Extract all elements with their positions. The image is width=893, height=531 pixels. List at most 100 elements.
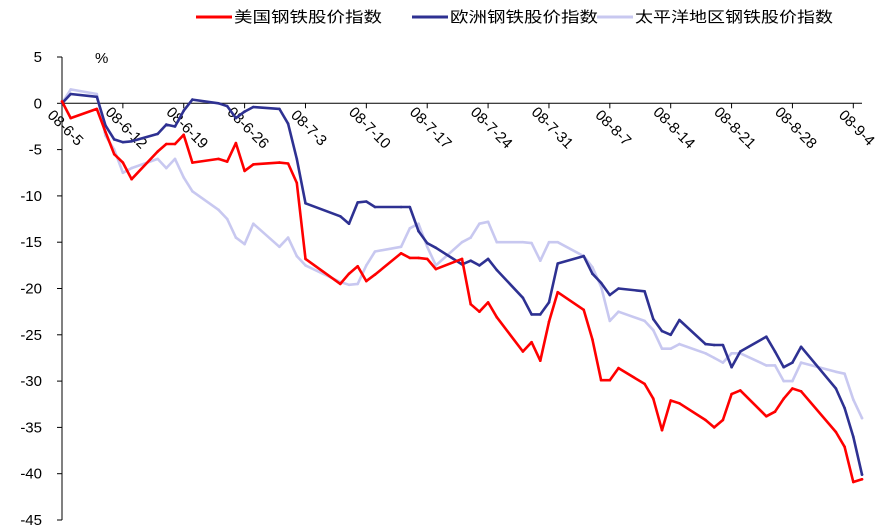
y-axis: 5 0 -5 -10 -15 -20 -25 -30 -35 -40 -45 xyxy=(20,49,63,529)
data-point xyxy=(417,222,420,225)
data-point xyxy=(339,282,342,286)
data-point xyxy=(365,279,368,283)
data-point xyxy=(521,240,525,244)
data-point xyxy=(556,240,559,244)
data-point xyxy=(721,418,725,422)
data-point xyxy=(617,310,620,314)
x-tick-label: 08-8-7 xyxy=(592,107,635,150)
y-tick-label: -30 xyxy=(20,373,42,390)
data-point xyxy=(652,328,655,332)
x-tick-label: 08-9-4 xyxy=(835,107,878,150)
data-point xyxy=(791,361,794,364)
data-point xyxy=(191,161,194,164)
data-point xyxy=(286,236,290,239)
y-tick-label: 0 xyxy=(34,95,42,112)
data-point xyxy=(478,310,481,314)
data-point xyxy=(130,140,133,143)
data-point xyxy=(582,308,585,312)
data-point xyxy=(121,171,125,175)
x-tick-label: 08-7-10 xyxy=(345,104,394,153)
data-point xyxy=(678,342,681,346)
y-tick-label: -20 xyxy=(20,281,42,298)
data-point xyxy=(347,283,351,287)
unit-label: % xyxy=(95,50,108,67)
x-tick-label: 08-8-28 xyxy=(771,104,820,153)
data-point xyxy=(417,229,420,233)
data-point xyxy=(373,273,377,276)
data-point xyxy=(295,181,299,185)
data-point xyxy=(582,254,585,258)
data-point xyxy=(486,257,490,261)
legend-label: 美国钢铁股价指数 xyxy=(234,8,382,26)
data-point xyxy=(547,240,551,244)
data-point xyxy=(130,166,133,170)
data-point xyxy=(356,282,360,286)
data-point xyxy=(69,88,72,91)
data-point xyxy=(791,387,794,390)
data-point xyxy=(782,365,785,369)
data-point xyxy=(182,176,185,179)
data-point xyxy=(373,250,377,253)
data-point xyxy=(860,473,864,476)
data-point xyxy=(191,190,194,193)
data-point xyxy=(173,142,177,146)
data-point xyxy=(182,133,185,137)
data-point xyxy=(660,329,664,333)
data-point xyxy=(547,320,551,324)
legend-item: 太平洋地区钢铁股价指数 xyxy=(597,8,833,26)
series-1 xyxy=(60,92,864,476)
data-point xyxy=(469,236,473,239)
data-point xyxy=(799,345,803,349)
data-point xyxy=(669,399,672,402)
data-point xyxy=(191,98,194,101)
data-point xyxy=(773,410,777,414)
y-tick-label: -10 xyxy=(20,188,42,205)
data-point xyxy=(834,387,838,390)
data-point xyxy=(165,142,168,146)
data-point xyxy=(660,347,664,351)
y-tick-label: -40 xyxy=(20,466,42,483)
x-tick-label: 08-6-5 xyxy=(44,107,87,150)
data-point xyxy=(678,402,681,405)
data-point xyxy=(765,335,768,339)
x-tick-label: 08-8-14 xyxy=(650,104,699,153)
data-point xyxy=(704,352,707,355)
data-point xyxy=(834,430,838,434)
data-point xyxy=(173,125,177,128)
data-point xyxy=(252,163,255,166)
series-2 xyxy=(60,88,864,420)
data-point xyxy=(217,157,220,161)
data-point xyxy=(643,319,646,323)
data-point xyxy=(556,262,559,265)
y-tick-label: 5 xyxy=(34,49,42,66)
data-point xyxy=(425,245,429,249)
data-point xyxy=(408,227,412,230)
data-point xyxy=(739,350,742,353)
data-point xyxy=(652,317,655,321)
data-point xyxy=(843,406,846,410)
data-point xyxy=(530,340,533,344)
data-point xyxy=(660,428,664,432)
data-point xyxy=(112,152,116,156)
data-point xyxy=(608,319,612,323)
legend-label: 欧洲钢铁股价指数 xyxy=(450,8,598,26)
data-point xyxy=(799,361,803,364)
data-point xyxy=(773,350,777,353)
y-tick-label: -5 xyxy=(29,142,42,159)
data-point xyxy=(712,356,716,360)
data-point xyxy=(243,242,246,246)
data-point xyxy=(556,290,559,294)
data-point xyxy=(278,107,281,111)
data-point xyxy=(799,390,803,393)
data-point xyxy=(608,378,612,382)
data-point xyxy=(521,296,525,300)
data-point xyxy=(843,372,846,376)
data-point xyxy=(121,140,125,144)
data-point xyxy=(591,265,594,269)
data-point xyxy=(182,109,185,112)
legend-label: 太平洋地区钢铁股价指数 xyxy=(635,8,833,26)
series-line xyxy=(60,100,864,484)
data-point xyxy=(252,222,255,225)
data-point xyxy=(304,257,307,261)
